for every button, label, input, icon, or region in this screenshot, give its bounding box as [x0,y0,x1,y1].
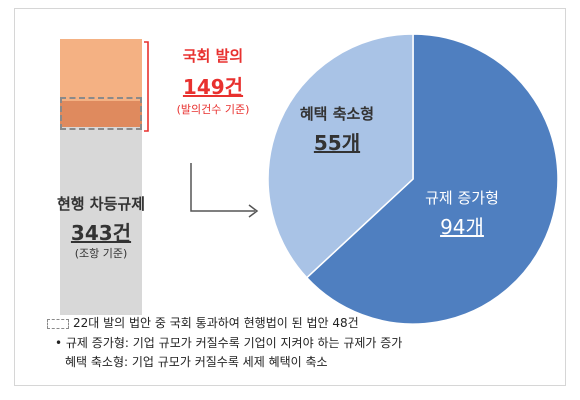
bar-segment-proposed [60,39,142,101]
proposed-note: (발의건수 기준) [176,103,250,116]
pie-value-benefit: 55개 [313,131,361,155]
connector-arrow-icon [190,163,259,218]
bar-dashed-outline [60,97,142,130]
current-note: (조항 기준) [74,247,128,260]
legend-dashed-note: 22대 발의 법안 중 국회 통과하여 현행법이 된 법안 48건 [47,314,359,331]
proposed-label: 국회 발의 [182,47,244,65]
legend-bullet-2: 혜택 축소형: 기업 규모가 커질수록 세제 혜택이 축소 [65,355,328,369]
bracket-icon [144,41,149,132]
pie-chart [267,33,559,325]
bar-segment-passed [60,101,142,127]
current-value: 343건 [70,221,132,245]
pie-label-benefit: 혜택 축소형 [299,105,375,123]
pie-label-regulation: 규제 증가형 [425,189,499,207]
pie-slice-1 [267,33,414,279]
current-label: 현행 차등규제 [56,195,146,213]
pie-value-regulation: 94개 [440,215,484,239]
dashed-box-icon [47,318,69,329]
infographic-frame: 국회 발의 149건 (발의건수 기준) 현행 차등규제 343건 (조항 기준… [14,8,566,386]
proposed-value: 149건 [182,75,244,99]
legend-bullet-1: • 규제 증가형: 기업 규모가 커질수록 기업이 지켜야 하는 규제가 증가 [55,336,403,350]
pie-slice-0 [305,33,559,325]
legend-dashed-text: 22대 발의 법안 중 국회 통과하여 현행법이 된 법안 48건 [73,316,359,330]
bar-segment-current [60,127,142,315]
